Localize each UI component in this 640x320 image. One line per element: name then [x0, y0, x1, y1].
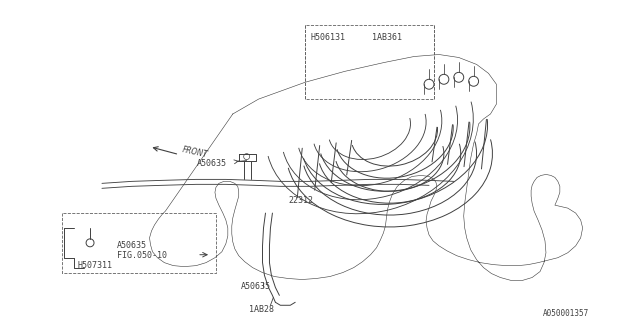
Text: H506131: H506131 [310, 33, 345, 42]
Text: 1AB361: 1AB361 [372, 33, 401, 42]
Text: FIG.050-10: FIG.050-10 [117, 251, 167, 260]
Text: A50635: A50635 [117, 241, 147, 250]
Text: 1AB28: 1AB28 [248, 305, 274, 314]
Text: A050001357: A050001357 [543, 309, 589, 318]
Text: FRONT: FRONT [181, 146, 209, 160]
Text: A50635: A50635 [241, 283, 271, 292]
Text: A50635: A50635 [197, 159, 227, 168]
Text: H507311: H507311 [77, 261, 112, 270]
Text: 22312: 22312 [288, 196, 314, 205]
